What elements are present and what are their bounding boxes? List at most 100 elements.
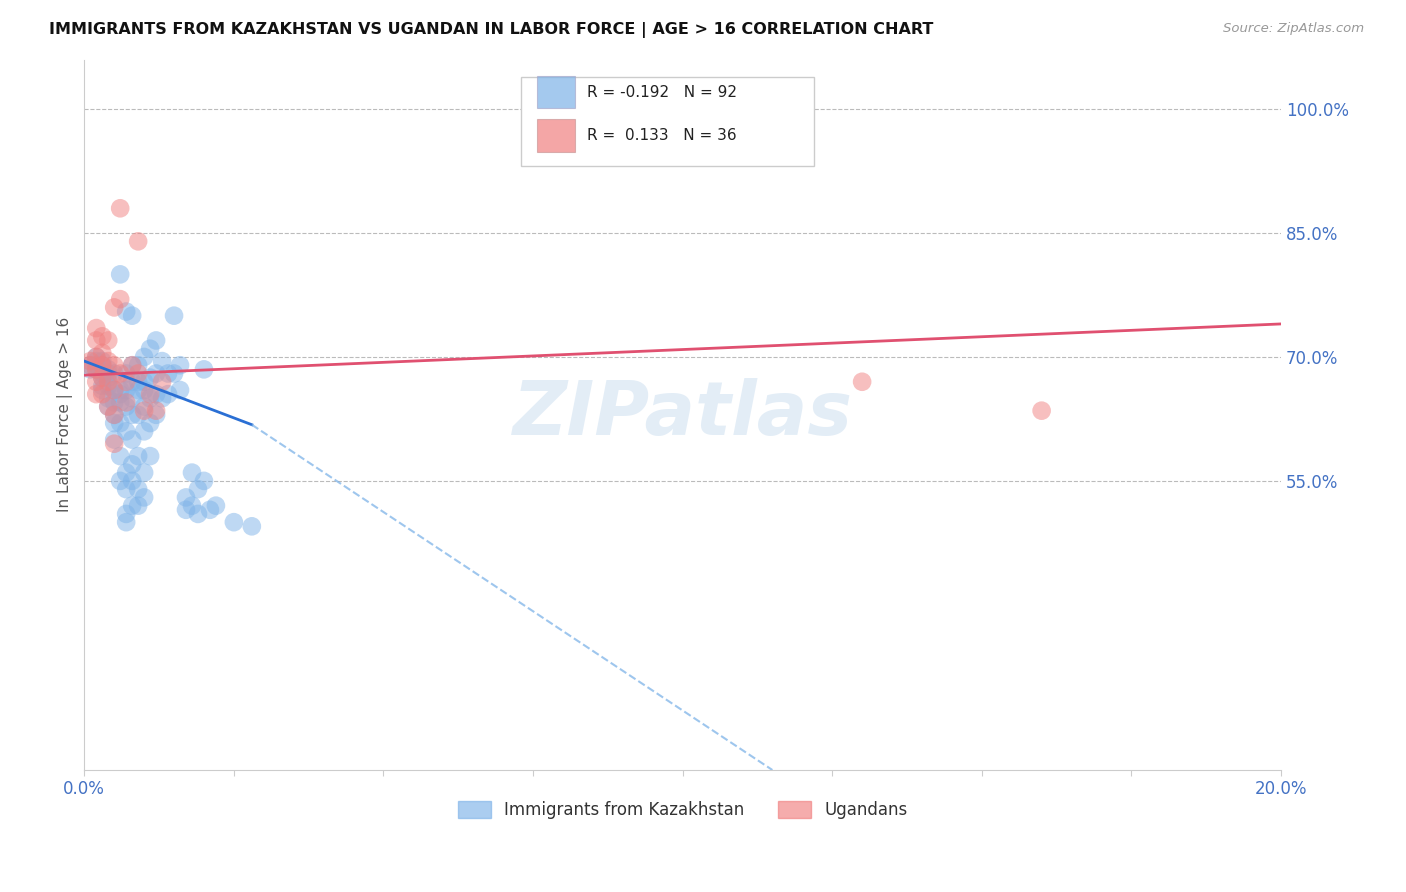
Point [121, 474, 143, 488]
Point [222, 515, 245, 529]
Point [103, 367, 125, 381]
Point [134, 466, 156, 480]
Point [103, 383, 125, 397]
Point [121, 375, 143, 389]
Point [108, 202, 131, 216]
Point [115, 515, 138, 529]
Point [121, 358, 143, 372]
Point [139, 391, 162, 405]
Y-axis label: In Labor Force | Age > 16: In Labor Force | Age > 16 [58, 318, 73, 512]
Point [97, 370, 120, 384]
Point [108, 395, 131, 409]
Point [163, 309, 186, 323]
Point [150, 391, 173, 405]
Point [127, 408, 149, 422]
Point [139, 342, 162, 356]
Point [97, 400, 120, 414]
Point [108, 292, 131, 306]
Point [91, 379, 114, 393]
Point [115, 466, 138, 480]
Point [187, 507, 209, 521]
FancyBboxPatch shape [522, 78, 814, 166]
Point [127, 375, 149, 389]
Point [157, 367, 180, 381]
Point [150, 375, 173, 389]
Point [121, 499, 143, 513]
Point [91, 346, 114, 360]
Point [187, 482, 209, 496]
Point [84, 321, 107, 335]
Point [121, 391, 143, 405]
Point [198, 503, 221, 517]
Point [139, 449, 162, 463]
Point [121, 309, 143, 323]
Point [103, 436, 125, 450]
Point [145, 334, 167, 348]
Point [103, 358, 125, 372]
Point [115, 400, 138, 414]
Point [103, 408, 125, 422]
Point [108, 383, 131, 397]
Point [91, 358, 114, 372]
Point [84, 334, 107, 348]
Point [127, 449, 149, 463]
Point [108, 387, 131, 401]
Point [193, 474, 215, 488]
Point [79, 354, 101, 368]
Point [139, 387, 162, 401]
Point [157, 387, 180, 401]
Point [79, 362, 101, 376]
FancyBboxPatch shape [537, 120, 575, 152]
Point [91, 370, 114, 384]
Point [91, 358, 114, 372]
Point [84, 350, 107, 364]
Point [193, 362, 215, 376]
Point [134, 491, 156, 505]
Point [115, 482, 138, 496]
Point [139, 370, 162, 384]
Point [108, 474, 131, 488]
Point [84, 362, 107, 376]
Point [97, 367, 120, 381]
Point [91, 370, 114, 384]
Point [115, 304, 138, 318]
Point [97, 354, 120, 368]
Point [115, 425, 138, 439]
Point [108, 268, 131, 282]
Point [84, 350, 107, 364]
Point [145, 403, 167, 417]
Point [97, 334, 120, 348]
Point [169, 383, 191, 397]
Point [115, 395, 138, 409]
Point [127, 235, 149, 249]
Text: Source: ZipAtlas.com: Source: ZipAtlas.com [1223, 22, 1364, 36]
Point [115, 375, 138, 389]
Point [108, 449, 131, 463]
Legend: Immigrants from Kazakhstan, Ugandans: Immigrants from Kazakhstan, Ugandans [451, 794, 914, 826]
Point [97, 362, 120, 376]
Point [150, 354, 173, 368]
Point [127, 383, 149, 397]
Point [174, 491, 197, 505]
Point [127, 482, 149, 496]
Point [108, 416, 131, 430]
Point [91, 329, 114, 343]
Point [103, 416, 125, 430]
Point [134, 425, 156, 439]
Point [115, 383, 138, 397]
Point [127, 499, 149, 513]
Point [145, 408, 167, 422]
Point [145, 387, 167, 401]
Point [121, 358, 143, 372]
Point [91, 383, 114, 397]
Point [240, 519, 263, 533]
Point [134, 403, 156, 417]
Point [851, 375, 873, 389]
Text: R = -0.192   N = 92: R = -0.192 N = 92 [586, 85, 737, 100]
Point [1031, 403, 1053, 417]
Point [127, 358, 149, 372]
Point [84, 358, 107, 372]
Point [103, 433, 125, 447]
Point [79, 358, 101, 372]
Point [108, 367, 131, 381]
